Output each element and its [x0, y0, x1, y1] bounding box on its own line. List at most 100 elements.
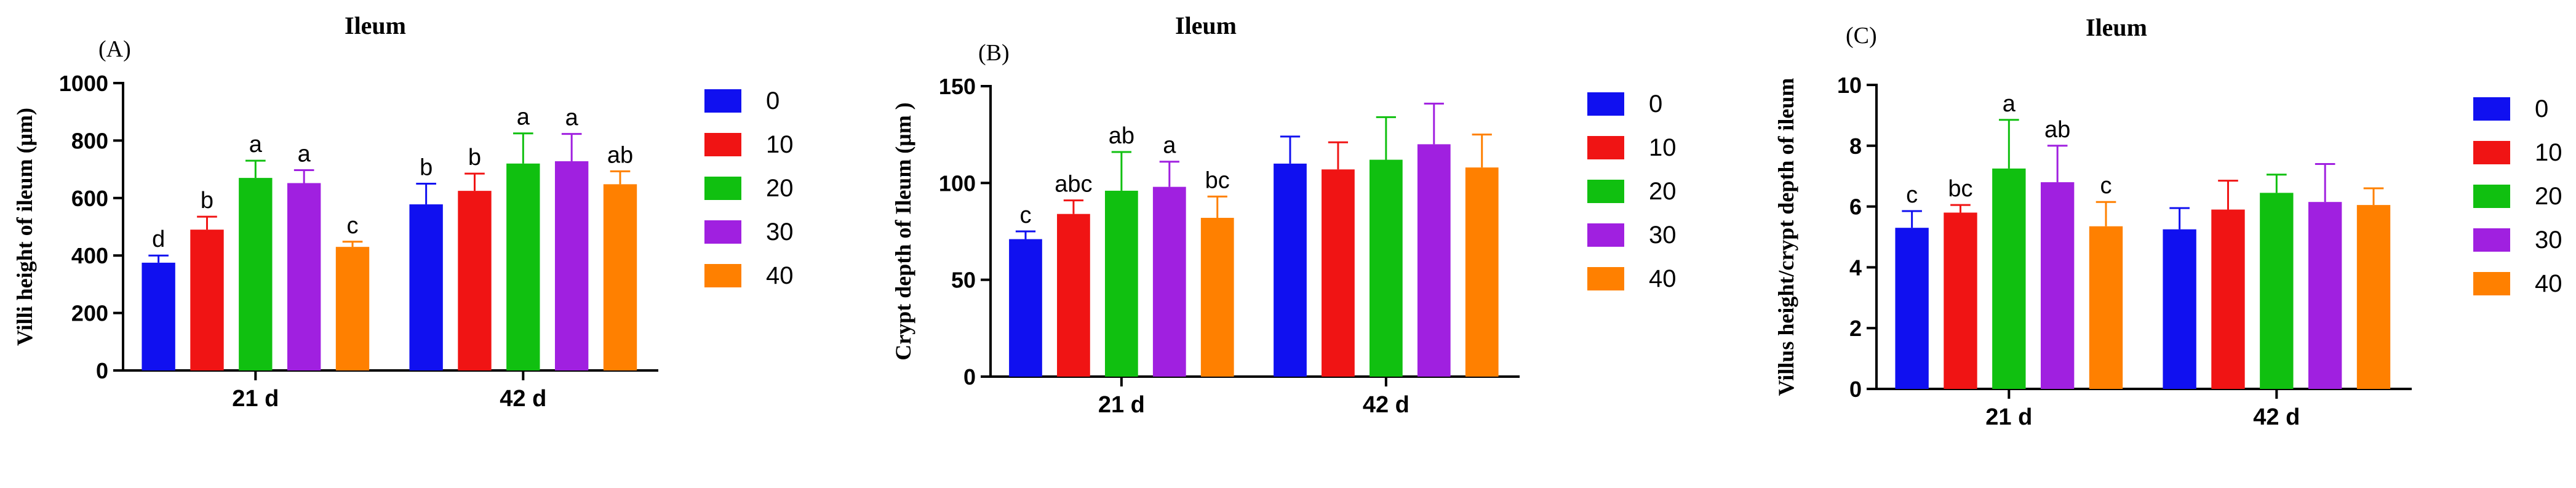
- bar-10-21d: [190, 230, 224, 370]
- bar-40-21d: [335, 247, 370, 370]
- legend-label-0: 0: [766, 87, 780, 114]
- bar-40-42d: [2356, 205, 2391, 389]
- y-tick-label: 600: [71, 186, 108, 211]
- significance-letter: a: [517, 105, 530, 130]
- bar-30-21d: [287, 183, 321, 370]
- y-tick-label: 800: [71, 128, 108, 153]
- bar-30-42d: [1417, 144, 1451, 377]
- bar-30-21d: [2040, 182, 2075, 389]
- bar-0-42d: [1274, 163, 1307, 377]
- legend-swatch-30: [704, 220, 741, 244]
- x-tick-label: 21 d: [232, 386, 279, 412]
- legend-swatch-40: [2473, 272, 2510, 295]
- y-tick-label: 0: [963, 364, 976, 390]
- bar-10-21d: [1944, 212, 1977, 389]
- legend-swatch-40: [704, 264, 741, 287]
- chart-title: Ileum: [1175, 12, 1237, 39]
- y-tick-label: 10: [1837, 73, 1862, 98]
- y-tick-label: 150: [939, 74, 976, 99]
- legend-swatch-20: [1587, 180, 1624, 203]
- legend-label-10: 10: [2535, 139, 2562, 166]
- significance-letter: b: [468, 145, 481, 170]
- legend-label-0: 0: [2535, 95, 2548, 122]
- legend-swatch-30: [1587, 223, 1624, 247]
- legend-label-10: 10: [766, 131, 794, 158]
- legend-swatch-10: [704, 133, 741, 156]
- y-tick-label: 200: [71, 301, 108, 326]
- significance-letter: c: [2100, 173, 2112, 199]
- bar-20-21d: [1992, 168, 2026, 389]
- bar-30-21d: [1152, 186, 1186, 377]
- panel-label: (B): [978, 40, 1010, 66]
- legend-label-20: 20: [2535, 183, 2562, 210]
- legend-label-30: 30: [1649, 222, 1677, 249]
- legend-label-40: 40: [766, 262, 794, 289]
- legend-swatch-40: [1587, 267, 1624, 290]
- bar-20-42d: [506, 163, 540, 370]
- significance-letter: a: [565, 105, 579, 131]
- y-tick-label: 4: [1849, 255, 1862, 280]
- x-tick-label: 42 d: [1363, 392, 1410, 418]
- bar-40-42d: [603, 184, 637, 370]
- legend-label-30: 30: [2535, 226, 2562, 254]
- significance-letter: ab: [607, 142, 633, 168]
- chart-title: Ileum: [2086, 14, 2147, 41]
- bar-20-42d: [2260, 193, 2294, 389]
- significance-letter: a: [298, 142, 311, 167]
- legend-swatch-20: [2473, 185, 2510, 208]
- significance-letter: ab: [1109, 123, 1134, 149]
- y-axis-label: Villus height/crypt depth of ileum: [1774, 78, 1798, 396]
- bar-40-21d: [2089, 226, 2123, 389]
- y-tick-label: 8: [1849, 134, 1862, 159]
- significance-letter: b: [201, 188, 213, 214]
- y-tick-label: 2: [1849, 316, 1862, 341]
- legend-label-0: 0: [1649, 90, 1662, 118]
- bar-0-42d: [2163, 229, 2196, 389]
- bar-0-42d: [409, 204, 443, 370]
- y-tick-label: 1000: [59, 71, 108, 96]
- legend-swatch-10: [2473, 141, 2510, 164]
- bar-10-42d: [2211, 209, 2245, 389]
- bar-40-42d: [1465, 167, 1499, 377]
- legend-label-40: 40: [2535, 270, 2562, 297]
- legend-swatch-0: [1587, 92, 1624, 116]
- x-tick-label: 21 d: [1985, 404, 2032, 430]
- significance-letter: c: [1906, 182, 1918, 208]
- y-axis-label: Crypt depth of Ileum (μm ): [891, 102, 915, 360]
- panel-a: Ileum (A) Villi height of ileum (μm) 0 200 40…: [12, 12, 794, 412]
- significance-letter: d: [152, 226, 165, 252]
- y-axis-label: Villi height of ileum (μm): [12, 108, 37, 346]
- chart-title: Ileum: [345, 12, 406, 39]
- significance-letter: ab: [2044, 117, 2070, 143]
- significance-letter: c: [347, 213, 359, 239]
- bar-20-21d: [239, 178, 273, 370]
- legend-swatch-0: [2473, 97, 2510, 121]
- bar-40-21d: [1200, 217, 1234, 377]
- bar-20-42d: [1369, 159, 1403, 377]
- significance-letter: a: [249, 132, 263, 158]
- legend-label-40: 40: [1649, 265, 1677, 292]
- legend-label-30: 30: [766, 218, 794, 246]
- y-tick-label: 50: [951, 268, 976, 293]
- bar-10-21d: [1057, 214, 1090, 377]
- panel-label: (A): [98, 36, 131, 62]
- bar-10-42d: [458, 191, 492, 370]
- bar-30-42d: [554, 161, 589, 370]
- legend-label-20: 20: [1649, 178, 1677, 205]
- legend-swatch-0: [704, 89, 741, 113]
- bar-0-21d: [1009, 239, 1042, 377]
- y-tick-label: 6: [1849, 194, 1862, 220]
- legend-swatch-10: [1587, 136, 1624, 159]
- significance-letter: bc: [1205, 167, 1230, 193]
- x-tick-label: 21 d: [1098, 392, 1145, 418]
- significance-letter: bc: [1948, 176, 1972, 202]
- x-tick-label: 42 d: [500, 386, 546, 412]
- bar-20-21d: [1104, 190, 1138, 377]
- y-tick-label: 0: [96, 358, 108, 383]
- significance-letter: c: [1019, 202, 1031, 228]
- panel-label: (C): [1846, 23, 1877, 49]
- bar-0-21d: [1895, 228, 1929, 389]
- panel-b: Ileum(B)Crypt depth of Ileum (μm )050100…: [891, 12, 1677, 418]
- significance-letter: a: [1163, 133, 1176, 159]
- significance-letter: abc: [1055, 172, 1092, 198]
